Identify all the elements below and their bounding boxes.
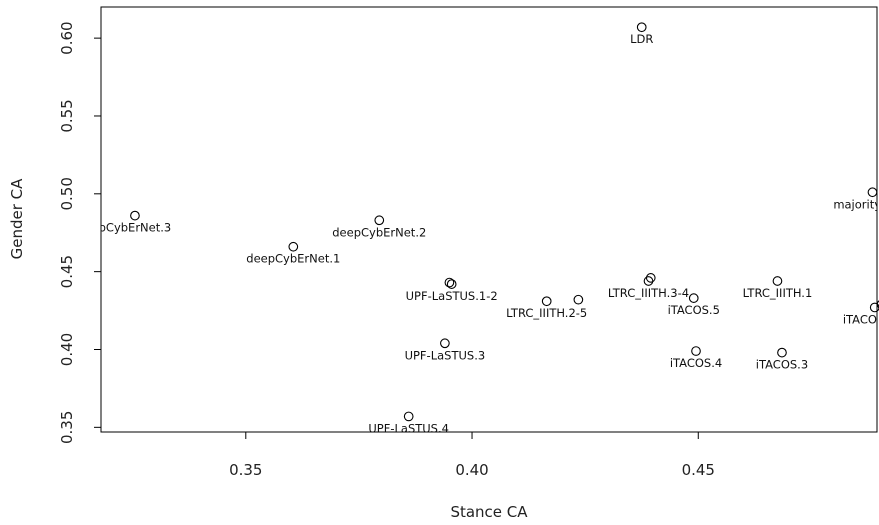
point-label: deepCybErNet.1: [246, 252, 340, 266]
point-label: LTRC_IIITH.3-4: [608, 286, 689, 300]
y-tick-label: 0.40: [58, 333, 76, 366]
points-layer: [130, 22, 879, 422]
y-tick-label: 0.35: [58, 411, 76, 444]
scatter-point: [869, 302, 879, 313]
y-tick-label: 0.55: [58, 99, 76, 132]
y-tick-label: 0.45: [58, 255, 76, 288]
point-label: iTACOS.1-2: [843, 312, 879, 326]
scatter-point: [645, 273, 656, 283]
point-label: iTACOS.3: [756, 358, 808, 372]
point-label: UPF-LaSTUS.3: [405, 348, 486, 362]
scatter-point: [688, 293, 699, 303]
x-axis-title: Stance CA: [450, 503, 528, 521]
scatter-point: [403, 411, 414, 422]
scatter-point: [374, 215, 385, 226]
y-tick-label: 0.60: [58, 21, 76, 54]
x-axis: 0.35 0.40 0.45: [229, 431, 715, 479]
point-label: pCybErNet.3: [99, 221, 172, 235]
scatter-point: [444, 277, 455, 288]
scatter-point: [440, 338, 450, 349]
y-axis: 0.35 0.40 0.45 0.50 0.55 0.60: [58, 21, 101, 444]
point-label: LDR: [630, 32, 653, 46]
scatter-point: [691, 346, 701, 356]
y-axis-title: Gender CA: [8, 178, 26, 260]
y-tick-label: 0.50: [58, 177, 76, 210]
x-tick-label: 0.35: [229, 461, 262, 479]
scatter-point: [541, 296, 552, 307]
scatter-point: [446, 279, 457, 289]
scatter-point: [772, 276, 783, 286]
point-label: UPF-LaSTUS.4: [368, 421, 449, 435]
scatter-point: [867, 187, 878, 198]
point-label: majority.class: [833, 197, 879, 211]
point-label: iTACOS.5: [668, 303, 720, 317]
scatter-point: [573, 294, 584, 305]
scatter-point: [636, 22, 647, 33]
x-tick-label: 0.45: [682, 461, 715, 479]
point-labels-layer: LDR majority.class pCybErNet.3 deepCybErNet…: [99, 32, 879, 435]
point-label: deepCybErNet.2: [332, 225, 426, 239]
x-tick-label: 0.40: [455, 461, 488, 479]
point-label: LTRC_IIITH.2-5: [506, 306, 587, 320]
point-label: UPF-LaSTUS.1-2: [406, 289, 498, 303]
scatter-point: [288, 241, 299, 252]
scatter-point: [130, 210, 140, 221]
scatter-point: [643, 276, 654, 286]
point-label: iTACOS.4: [670, 356, 722, 370]
scatter-point: [777, 347, 787, 358]
point-label: LTRC_IIITH.1: [743, 286, 813, 300]
